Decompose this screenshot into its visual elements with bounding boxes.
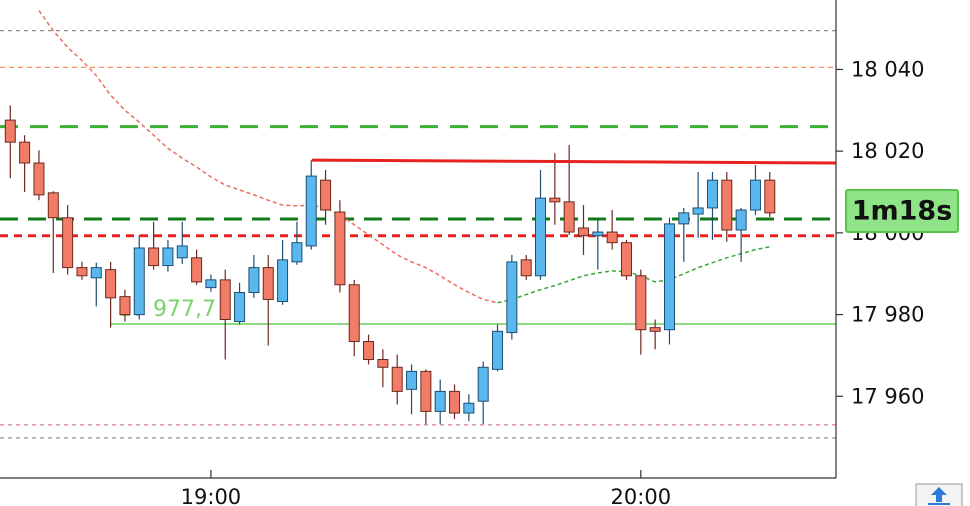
candle-body bbox=[162, 247, 174, 267]
candle-body bbox=[749, 179, 761, 211]
candle-body bbox=[578, 227, 589, 237]
candle-body bbox=[176, 245, 188, 259]
candle-body bbox=[606, 231, 618, 244]
candle-body bbox=[205, 279, 217, 289]
level-label: 17 977,7 bbox=[118, 297, 216, 322]
candle-body bbox=[191, 257, 203, 283]
candle-body bbox=[506, 261, 518, 334]
candle-body bbox=[262, 267, 274, 300]
candle-body bbox=[291, 242, 303, 263]
button-icon bbox=[931, 487, 947, 502]
candle-body bbox=[449, 390, 461, 414]
candle-body bbox=[105, 269, 117, 299]
x-tick-label: 19:00 bbox=[181, 485, 242, 506]
candle-body bbox=[406, 370, 418, 390]
candle-body bbox=[391, 366, 403, 392]
moving-average bbox=[497, 246, 770, 304]
candle-body bbox=[348, 284, 360, 343]
candle-body bbox=[234, 292, 246, 323]
candle-body bbox=[248, 267, 260, 294]
candle-body bbox=[334, 211, 346, 286]
candle-body bbox=[535, 197, 547, 277]
countdown-text: 1m18s bbox=[852, 196, 953, 227]
candle-body bbox=[119, 296, 131, 316]
candle-body bbox=[721, 179, 733, 231]
candle-body bbox=[377, 359, 389, 368]
candle-body bbox=[363, 341, 375, 361]
candle-body bbox=[148, 247, 160, 267]
candle-body bbox=[563, 201, 575, 233]
candle-body bbox=[649, 327, 661, 332]
y-tick-label: 18 040 bbox=[851, 57, 924, 81]
trend-line bbox=[311, 158, 837, 165]
candle-body bbox=[277, 259, 289, 303]
candle-body bbox=[492, 330, 504, 370]
candle-body bbox=[62, 217, 74, 269]
moving-average bbox=[38, 10, 498, 304]
candle-body bbox=[620, 242, 632, 277]
candle-body bbox=[133, 247, 145, 316]
candle-body bbox=[735, 209, 747, 231]
candle-body bbox=[764, 179, 776, 214]
candle-body bbox=[635, 275, 647, 331]
candle-body bbox=[33, 162, 45, 196]
candle-body bbox=[305, 175, 317, 247]
y-tick-label: 18 020 bbox=[851, 139, 924, 163]
countdown-tag: 1m18s bbox=[845, 189, 959, 233]
candle-body bbox=[19, 141, 31, 164]
candle-body bbox=[320, 179, 332, 211]
candle-body bbox=[219, 279, 231, 320]
y-tick-label: 17 980 bbox=[851, 303, 924, 327]
candle-body bbox=[692, 207, 704, 215]
candle-body bbox=[678, 212, 690, 225]
scroll-button[interactable] bbox=[915, 483, 963, 506]
candle-body bbox=[463, 402, 475, 414]
candle-body bbox=[76, 267, 88, 277]
candle-body bbox=[706, 179, 718, 209]
candle-body bbox=[434, 390, 446, 412]
candle-body bbox=[4, 119, 16, 143]
candle-body bbox=[420, 370, 432, 412]
candle-body bbox=[592, 231, 604, 237]
candle-body bbox=[520, 259, 532, 277]
plot-area: 17 977,7 bbox=[0, 10, 837, 439]
countdown-box bbox=[845, 189, 959, 233]
candle-body bbox=[47, 192, 59, 219]
candle-body bbox=[477, 366, 489, 402]
y-tick-label: 17 960 bbox=[851, 384, 924, 408]
candle-body bbox=[549, 197, 561, 203]
x-tick-label: 20:00 bbox=[611, 485, 672, 506]
candle-body bbox=[663, 223, 675, 331]
candle-body bbox=[90, 267, 102, 279]
